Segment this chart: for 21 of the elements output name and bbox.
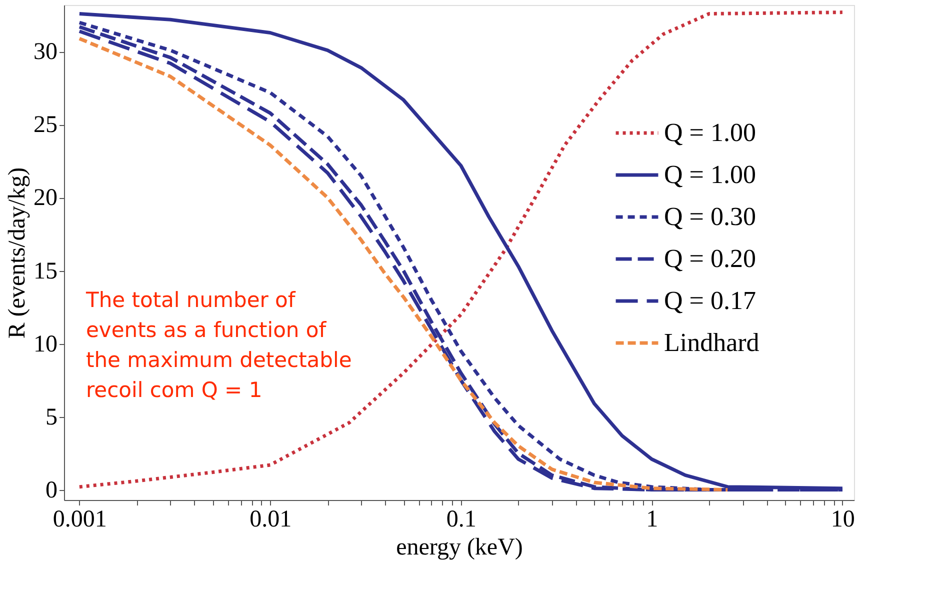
legend-label: Q = 1.00	[664, 118, 756, 147]
y-axis-title: R (events/day/kg)	[4, 167, 30, 339]
y-tick-label: 10	[34, 331, 58, 358]
legend-label: Q = 0.17	[664, 286, 756, 315]
y-tick-label: 25	[34, 112, 58, 138]
y-tick-label: 30	[34, 39, 58, 66]
x-tick-label: 0.1	[446, 506, 476, 532]
x-tick-label: 0.001	[52, 506, 107, 532]
y-tick-label: 20	[34, 185, 58, 212]
x-tick-label: 1	[646, 506, 658, 532]
y-tick-label: 5	[46, 404, 58, 430]
annotation: The total number of events as a function of the maximum detectable recoil com Q = 1	[85, 288, 352, 402]
y-tick-label: 0	[46, 477, 58, 504]
legend-label: Q = 0.20	[664, 244, 756, 273]
x-tick-label: 10	[830, 506, 855, 532]
legend-label: Q = 0.30	[664, 202, 756, 231]
x-axis-title: energy (keV)	[396, 534, 523, 560]
y-tick-label: 15	[34, 258, 58, 284]
x-tick-label: 0.01	[250, 506, 292, 532]
legend-label: Lindhard	[664, 328, 760, 357]
legend-label: Q = 1.00	[664, 160, 756, 189]
